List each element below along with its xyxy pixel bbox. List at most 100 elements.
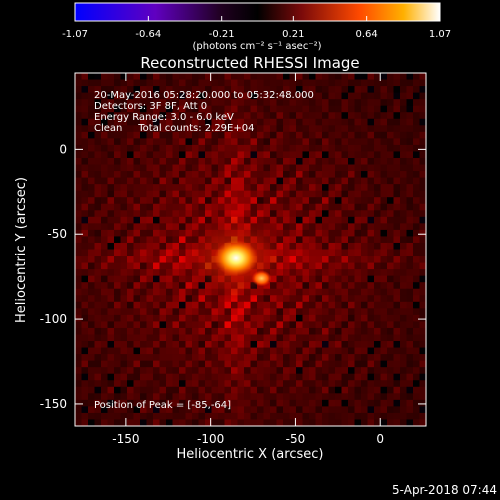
- image-pixel: [276, 105, 284, 113]
- image-pixel: [120, 92, 128, 100]
- image-pixel: [315, 112, 323, 120]
- image-pixel: [257, 412, 265, 421]
- image-pixel: [289, 99, 297, 107]
- image-pixel: [88, 308, 96, 316]
- image-pixel: [309, 412, 317, 421]
- image-pixel: [263, 112, 271, 120]
- image-pixel: [133, 210, 141, 218]
- image-pixel: [185, 190, 193, 198]
- image-pixel: [94, 412, 102, 421]
- image-pixel: [328, 399, 336, 407]
- image-pixel: [289, 367, 297, 375]
- image-pixel: [185, 79, 193, 87]
- image-pixel: [179, 73, 187, 81]
- image-pixel: [133, 412, 141, 421]
- image-pixel: [120, 314, 128, 323]
- image-pixel: [400, 412, 408, 421]
- image-pixel: [75, 249, 83, 257]
- image-pixel: [88, 314, 96, 323]
- image-pixel: [114, 321, 122, 329]
- image-pixel: [133, 354, 141, 362]
- image-pixel: [406, 125, 414, 133]
- image-pixel: [231, 157, 239, 166]
- image-pixel: [348, 288, 356, 296]
- image-pixel: [393, 341, 401, 349]
- image-pixel: [114, 157, 122, 166]
- image-pixel: [185, 118, 193, 126]
- image-pixel: [413, 321, 421, 329]
- image-pixel: [328, 138, 336, 146]
- image-pixel: [406, 171, 414, 179]
- image-pixel: [270, 354, 278, 362]
- image-pixel: [244, 73, 252, 81]
- image-pixel: [289, 79, 297, 87]
- image-pixel: [146, 131, 154, 139]
- image-pixel: [406, 210, 414, 218]
- image-pixel: [88, 197, 96, 205]
- image-pixel: [88, 412, 96, 421]
- image-pixel: [172, 197, 180, 205]
- image-pixel: [374, 229, 382, 238]
- image-pixel: [114, 223, 122, 231]
- image-pixel: [387, 249, 395, 257]
- image-pixel: [393, 210, 401, 218]
- image-pixel: [354, 236, 362, 244]
- image-pixel: [127, 151, 135, 159]
- image-pixel: [179, 269, 187, 277]
- image-pixel: [341, 347, 349, 355]
- image-pixel: [120, 354, 128, 362]
- image-pixel: [159, 406, 167, 414]
- image-pixel: [335, 262, 343, 270]
- image-pixel: [172, 399, 180, 407]
- image-pixel: [387, 223, 395, 231]
- image-pixel: [166, 125, 174, 133]
- image-pixel: [166, 151, 174, 159]
- image-pixel: [237, 301, 245, 309]
- image-pixel: [94, 197, 102, 205]
- image-pixel: [179, 144, 187, 153]
- image-pixel: [81, 386, 89, 394]
- image-pixel: [120, 347, 128, 355]
- image-pixel: [224, 367, 232, 375]
- image-pixel: [341, 321, 349, 329]
- image-pixel: [328, 190, 336, 198]
- image-pixel: [81, 373, 89, 381]
- image-pixel: [140, 171, 148, 179]
- image-pixel: [374, 79, 382, 87]
- image-pixel: [374, 118, 382, 126]
- image-pixel: [257, 334, 265, 342]
- image-pixel: [140, 210, 148, 218]
- image-pixel: [374, 301, 382, 309]
- image-pixel: [309, 354, 317, 362]
- image-pixel: [231, 308, 239, 316]
- image-pixel: [179, 125, 187, 133]
- image-pixel: [367, 242, 375, 251]
- image-pixel: [140, 373, 148, 381]
- image-pixel: [374, 242, 382, 251]
- image-pixel: [146, 347, 154, 355]
- image-pixel: [263, 125, 271, 133]
- image-pixel: [419, 419, 426, 426]
- image-pixel: [302, 79, 310, 87]
- image-pixel: [179, 131, 187, 139]
- image-pixel: [218, 393, 226, 401]
- image-pixel: [127, 282, 135, 290]
- image-pixel: [120, 138, 128, 146]
- image-pixel: [257, 177, 265, 185]
- image-pixel: [127, 184, 135, 192]
- image-pixel: [315, 301, 323, 309]
- image-pixel: [322, 321, 330, 329]
- image-pixel: [328, 334, 336, 342]
- image-pixel: [211, 412, 219, 421]
- image-pixel: [218, 354, 226, 362]
- image-pixel: [140, 131, 148, 139]
- image-pixel: [302, 301, 310, 309]
- image-pixel: [270, 144, 278, 153]
- image-pixel: [367, 288, 375, 296]
- image-pixel: [250, 131, 258, 139]
- image-pixel: [322, 92, 330, 100]
- image-pixel: [250, 406, 258, 414]
- image-pixel: [263, 419, 271, 426]
- image-pixel: [335, 151, 343, 159]
- image-pixel: [413, 210, 421, 218]
